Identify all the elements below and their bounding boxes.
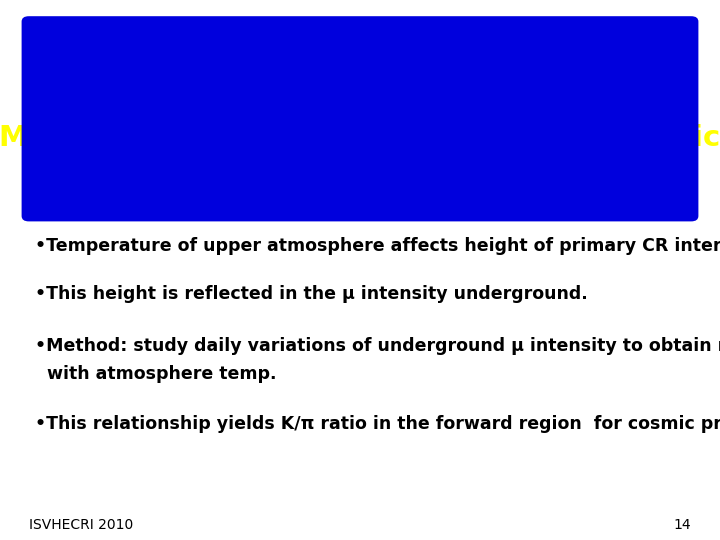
- Text: Muon intensity dependency on atmospheric: Muon intensity dependency on atmospheric: [0, 124, 720, 152]
- Text: •Temperature of upper atmosphere affects height of primary CR interaction.: •Temperature of upper atmosphere affects…: [35, 237, 720, 255]
- Text: with atmosphere temp.: with atmosphere temp.: [35, 364, 276, 383]
- Text: •This height is reflected in the μ intensity underground.: •This height is reflected in the μ inten…: [35, 285, 588, 303]
- Text: Measuring the forward $\mathbf{K^{\pm}\!/\pi^{\pm}}$  production ratio:: Measuring the forward $\mathbf{K^{\pm}\!…: [73, 69, 647, 99]
- Text: •This relationship yields K/π ratio in the forward region  for cosmic primary nu: •This relationship yields K/π ratio in t…: [35, 415, 720, 433]
- Text: •Method: study daily variations of underground μ intensity to obtain relationshi: •Method: study daily variations of under…: [35, 336, 720, 355]
- Text: temperature/pressure: temperature/pressure: [179, 163, 541, 191]
- Text: 14: 14: [674, 518, 691, 532]
- Text: ISVHECRI 2010: ISVHECRI 2010: [29, 518, 133, 532]
